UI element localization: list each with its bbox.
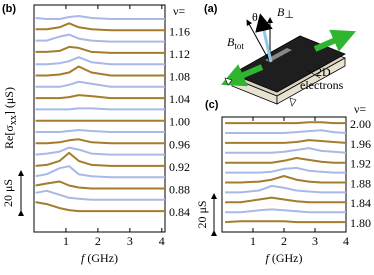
trace [35,80,165,88]
trace [225,208,346,214]
trace [35,45,165,54]
b-tot: B [227,35,235,49]
x-axis-label: f (GHz) [266,251,303,265]
trace [225,220,346,224]
trace [225,129,347,134]
trace [35,180,165,190]
trace-label: 1.08 [169,70,190,84]
trace [35,138,165,145]
trace [35,129,165,133]
x-tick-label: 4 [159,234,165,248]
y-label-a: Re[σ [2,125,16,149]
trace-label: 0.92 [169,160,190,174]
trace-label: 0.88 [169,183,190,197]
legend-title: ν= [173,4,185,18]
trace [35,201,165,213]
trace [225,147,347,154]
legend-title: ν= [354,102,366,116]
scale-bar-label: 20 μS [195,200,209,228]
trace-label: 1.04 [169,92,190,106]
trace [35,22,165,32]
x-tick-label: 4 [343,234,349,248]
x-tick-label: 3 [127,234,133,248]
trace [225,196,346,204]
trace-label: 1.92 [350,157,371,171]
trace [35,94,165,100]
sample-diagram [220,13,357,107]
trace [35,107,165,111]
x-label-var: f [81,251,86,265]
trace [35,151,165,167]
x-tick-label: 2 [281,234,287,248]
b-perp-sub: ⊥ [284,9,294,21]
trace-label: 1.12 [169,47,190,61]
panel-label: (b) [2,3,16,15]
b-perp-label: B⊥ [277,5,294,21]
trace-label: 1.96 [350,137,371,151]
trace [225,139,347,144]
y-label-b: ] (μS) [2,87,16,115]
trace-label: 1.84 [350,196,371,210]
trace [35,65,165,77]
trace [225,121,346,125]
trace [225,184,346,194]
electrons-label: electrons [300,78,344,92]
x-label-unit: (GHz) [84,251,118,265]
trace-label: 1.88 [350,176,371,190]
trace [225,157,346,164]
trace [35,56,165,66]
trace [35,189,165,201]
b-tot-label: Btot [227,35,244,51]
b-perp: B [277,5,285,19]
x-axis-label: f (GHz) [81,251,118,265]
x-tick-label: 2 [95,234,101,248]
trace [225,166,346,174]
plot-frame [33,4,166,233]
x-tick-label: 1 [63,234,69,248]
trace-label: 1.16 [169,24,190,38]
trace [225,175,346,184]
b-tot-sub: tot [234,41,244,51]
scale-bar-label: 20 μS [1,179,15,207]
trace [35,15,165,20]
panel-label: (a) [204,3,218,15]
x-label-unit: (GHz) [269,251,303,265]
trace-label: 1.80 [350,216,371,230]
trace-label: 1.00 [169,115,190,129]
plot-frame [221,116,347,233]
x-tick-label: 3 [312,234,318,248]
panel-label: (c) [205,99,219,111]
trace [35,146,165,156]
trace [35,33,165,43]
electrons-label: 2D [316,65,331,79]
trace-label: 0.84 [169,205,190,219]
y-label-sub: xx [8,115,19,125]
y-axis-label: Re[σxx] (μS) [2,87,19,149]
theta-label: θ [252,10,258,24]
trace [35,165,165,179]
x-tick-label: 1 [250,234,256,248]
x-label-var: f [266,251,271,265]
trace-label: 2.00 [350,117,371,131]
trace-label: 0.96 [169,137,190,151]
